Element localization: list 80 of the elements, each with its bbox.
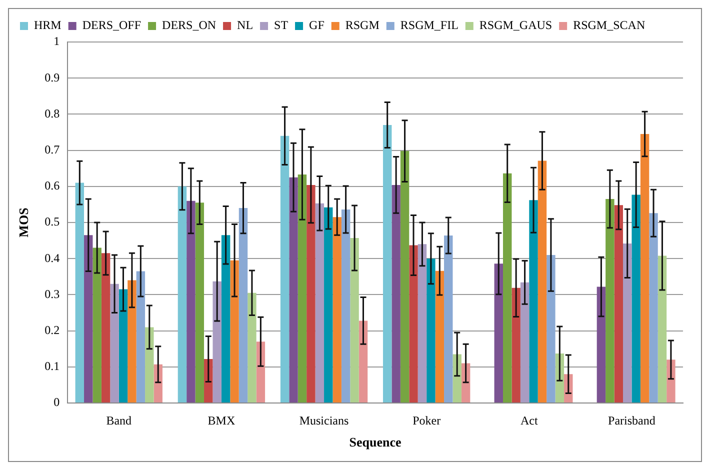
y-tick-label: 0.9 xyxy=(44,70,60,84)
bar xyxy=(358,320,368,402)
legend-label: GF xyxy=(309,18,325,32)
bar xyxy=(606,199,614,402)
bar xyxy=(538,160,547,402)
bar xyxy=(623,243,632,402)
y-tick-label: 0.8 xyxy=(44,106,60,120)
x-tick-label: Band xyxy=(106,413,132,428)
x-tick-label: Parisband xyxy=(608,413,656,428)
bar xyxy=(101,253,110,402)
y-tick-label: 1 xyxy=(54,34,60,48)
bar xyxy=(248,292,256,402)
legend-label: DERS_OFF xyxy=(82,18,142,32)
bar xyxy=(315,203,324,402)
legend-label: RSGM_GAUS xyxy=(479,18,552,32)
bar xyxy=(350,238,359,402)
bar xyxy=(128,280,136,402)
bar xyxy=(444,235,453,402)
bar xyxy=(75,182,84,402)
bar xyxy=(512,288,520,402)
legend-label: RSGM_FIL xyxy=(400,18,458,32)
y-tick-label: 0.2 xyxy=(44,322,60,337)
bar xyxy=(529,200,538,402)
bar xyxy=(392,184,400,402)
bar xyxy=(596,286,606,402)
x-tick-label: Musicians xyxy=(299,413,350,428)
bar xyxy=(289,177,298,402)
y-tick-label: 0.6 xyxy=(44,178,60,193)
x-tick-label: Act xyxy=(520,413,538,428)
x-tick-label: Poker xyxy=(412,413,441,428)
x-axis-title: Sequence xyxy=(349,434,402,450)
bar xyxy=(84,235,93,402)
bar xyxy=(92,248,102,402)
bar xyxy=(658,256,667,402)
bar xyxy=(418,244,427,402)
y-tick-label: 0.1 xyxy=(44,359,60,374)
legend-label: ST xyxy=(274,18,289,32)
y-tick-label: 0 xyxy=(54,395,60,410)
bar xyxy=(520,282,530,402)
bar xyxy=(298,174,307,402)
y-tick-label: 0.5 xyxy=(44,214,60,229)
legend-label: HRM xyxy=(34,18,62,32)
bar xyxy=(110,284,119,402)
bar xyxy=(238,208,248,402)
bar xyxy=(649,213,658,402)
legend-label: RSGM_SCAN xyxy=(573,18,646,32)
bar xyxy=(280,136,290,402)
y-tick-label: 0.3 xyxy=(44,286,60,301)
y-tick-label: 0.7 xyxy=(44,142,60,156)
bar xyxy=(435,270,444,402)
bar xyxy=(195,202,204,402)
legend-label: RSGM xyxy=(345,18,380,32)
y-axis-title: MOS xyxy=(16,208,32,238)
legend-label: DERS_ON xyxy=(162,18,216,32)
bar xyxy=(632,194,640,402)
bar xyxy=(332,217,342,402)
bar xyxy=(306,184,316,402)
bar xyxy=(230,260,239,402)
bar xyxy=(118,289,128,402)
bar xyxy=(221,235,230,402)
bar xyxy=(614,205,623,402)
bar xyxy=(136,271,146,402)
bar xyxy=(212,281,222,402)
bar xyxy=(640,134,650,402)
bar xyxy=(186,200,196,402)
x-tick-label: BMX xyxy=(208,413,236,428)
bar xyxy=(494,264,503,402)
bar xyxy=(341,210,350,402)
legend-label: NL xyxy=(237,18,254,32)
bar xyxy=(324,207,333,402)
bar xyxy=(426,258,436,402)
bar xyxy=(409,245,418,402)
bar xyxy=(546,254,556,402)
bar xyxy=(452,354,462,402)
bar xyxy=(502,173,512,402)
bar xyxy=(145,327,154,402)
bar xyxy=(178,186,187,402)
bar xyxy=(400,151,410,402)
y-tick-label: 0.4 xyxy=(44,250,60,265)
bar xyxy=(382,125,392,402)
